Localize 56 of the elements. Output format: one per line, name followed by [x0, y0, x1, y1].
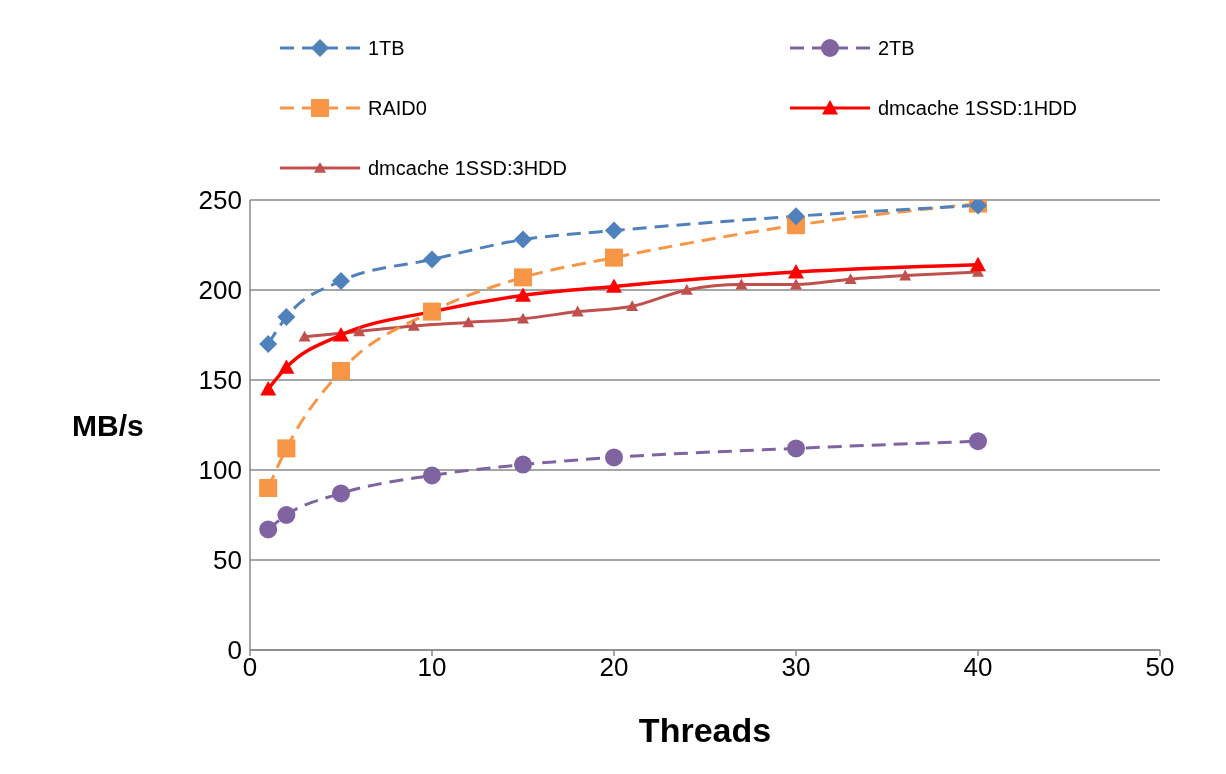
legend-label: 2TB — [878, 36, 915, 60]
point — [788, 264, 804, 279]
point — [332, 484, 350, 503]
point — [278, 359, 295, 374]
point — [423, 250, 441, 269]
x-tick-label: 50 — [1145, 652, 1175, 683]
point — [333, 327, 349, 342]
legend-label: RAID0 — [368, 96, 427, 120]
point — [787, 439, 805, 458]
legend-label: dmcache 1SSD:3HDD — [368, 156, 567, 180]
point — [514, 455, 532, 474]
point — [353, 325, 366, 337]
y-tick-label: 200 — [198, 275, 242, 306]
point — [332, 362, 350, 380]
point — [259, 335, 278, 353]
point — [969, 432, 987, 451]
point — [298, 330, 311, 342]
point — [514, 268, 532, 287]
point — [332, 272, 350, 290]
point — [790, 278, 802, 290]
x-axis-title: Threads — [638, 711, 772, 749]
point — [626, 300, 639, 311]
point — [277, 308, 296, 326]
point — [899, 269, 912, 281]
y-tick-label: 50 — [213, 545, 242, 576]
point — [606, 278, 622, 293]
point — [423, 466, 441, 485]
x-tick-label: 30 — [781, 652, 811, 683]
x-tick-label: 40 — [963, 652, 993, 683]
point — [407, 320, 420, 331]
point — [844, 273, 857, 284]
y-tick-label: 250 — [198, 185, 242, 216]
point — [260, 381, 277, 396]
point — [605, 248, 623, 267]
y-tick-label: 100 — [198, 455, 242, 486]
legend-label: dmcache 1SSD:1HDD — [878, 96, 1077, 120]
x-tick-label: 20 — [599, 652, 629, 683]
point — [735, 278, 748, 290]
legend-label: 1TB — [368, 36, 405, 60]
point — [277, 439, 296, 458]
y-tick-label: 150 — [198, 365, 242, 396]
point — [605, 221, 623, 240]
point — [514, 230, 532, 249]
point — [462, 316, 475, 328]
point — [259, 479, 278, 497]
point — [571, 305, 584, 317]
point — [970, 256, 986, 272]
y-axis-title: MB/s — [72, 408, 144, 442]
point — [605, 448, 623, 467]
point — [277, 506, 296, 524]
point — [680, 284, 693, 295]
point — [787, 207, 805, 226]
point — [259, 520, 278, 539]
point — [517, 312, 529, 324]
x-tick-label: 10 — [417, 652, 447, 683]
point — [515, 287, 531, 302]
